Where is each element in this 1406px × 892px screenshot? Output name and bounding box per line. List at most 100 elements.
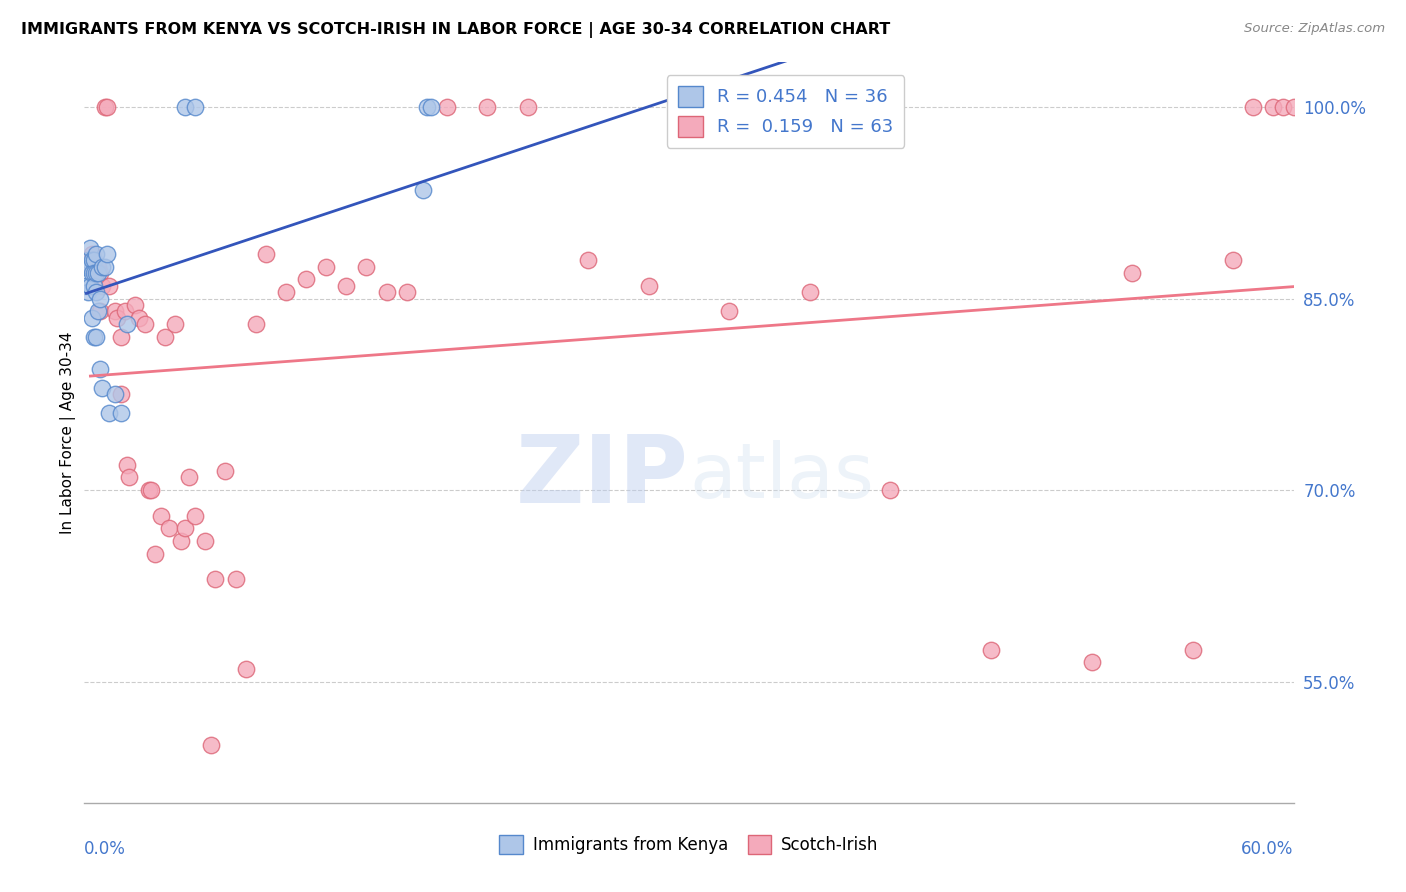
Point — [1121, 266, 1143, 280]
Point — [412, 183, 434, 197]
Point — [96, 247, 118, 261]
Point — [254, 247, 277, 261]
Point — [436, 100, 458, 114]
Point — [75, 278, 97, 293]
Point — [86, 330, 108, 344]
Point — [879, 483, 901, 497]
Point — [395, 285, 418, 300]
Text: ZIP: ZIP — [516, 431, 689, 523]
Point — [83, 278, 105, 293]
Point — [416, 100, 439, 114]
Point — [516, 100, 538, 114]
Point — [77, 285, 100, 300]
Point — [82, 253, 104, 268]
Point — [79, 260, 101, 274]
Point — [1222, 253, 1244, 268]
Point — [83, 253, 105, 268]
Point — [115, 317, 138, 331]
Point — [179, 470, 201, 484]
Point — [356, 260, 378, 274]
Point — [1282, 100, 1305, 114]
Point — [91, 260, 114, 274]
Point — [295, 272, 318, 286]
Point — [89, 361, 111, 376]
Point — [153, 330, 176, 344]
Point — [86, 266, 108, 280]
Point — [79, 278, 101, 293]
Point — [79, 240, 101, 254]
Point — [315, 260, 337, 274]
Point — [86, 285, 108, 300]
Point — [77, 253, 100, 268]
Text: 60.0%: 60.0% — [1241, 840, 1294, 858]
Point — [97, 278, 120, 293]
Point — [104, 304, 127, 318]
Point — [75, 260, 97, 274]
Point — [174, 100, 197, 114]
Point — [97, 407, 120, 421]
Point — [1263, 100, 1285, 114]
Point — [139, 483, 162, 497]
Point — [86, 247, 108, 261]
Point — [170, 534, 193, 549]
Point — [82, 310, 104, 325]
Point — [104, 387, 127, 401]
Point — [200, 739, 222, 753]
Point — [799, 285, 821, 300]
Point — [128, 310, 150, 325]
Point — [980, 642, 1002, 657]
Point — [165, 317, 187, 331]
Point — [89, 304, 111, 318]
Point — [96, 100, 118, 114]
Point — [79, 260, 101, 274]
Point — [105, 310, 128, 325]
Point — [87, 260, 110, 274]
Point — [143, 547, 166, 561]
Point — [83, 330, 105, 344]
Point — [420, 100, 443, 114]
Point — [91, 381, 114, 395]
Point — [89, 292, 111, 306]
Point — [134, 317, 156, 331]
Point — [124, 298, 146, 312]
Text: Source: ZipAtlas.com: Source: ZipAtlas.com — [1244, 22, 1385, 36]
Point — [245, 317, 267, 331]
Text: 0.0%: 0.0% — [84, 840, 127, 858]
Text: atlas: atlas — [689, 440, 873, 514]
Point — [184, 508, 207, 523]
Point — [83, 260, 105, 274]
Point — [718, 304, 741, 318]
Point — [1272, 100, 1295, 114]
Point — [93, 100, 115, 114]
Point — [194, 534, 217, 549]
Point — [225, 573, 247, 587]
Point — [477, 100, 499, 114]
Point — [157, 521, 180, 535]
Point — [138, 483, 160, 497]
Point — [637, 278, 659, 293]
Point — [110, 407, 132, 421]
Point — [115, 458, 138, 472]
Y-axis label: In Labor Force | Age 30-34: In Labor Force | Age 30-34 — [60, 331, 76, 534]
Point — [1241, 100, 1264, 114]
Point — [110, 330, 132, 344]
Point — [204, 573, 226, 587]
Point — [1181, 642, 1204, 657]
Point — [1081, 656, 1104, 670]
Point — [375, 285, 398, 300]
Point — [87, 304, 110, 318]
Point — [118, 470, 141, 484]
Point — [184, 100, 207, 114]
Point — [89, 266, 111, 280]
Point — [214, 464, 236, 478]
Legend: Immigrants from Kenya, Scotch-Irish: Immigrants from Kenya, Scotch-Irish — [492, 829, 886, 861]
Point — [82, 247, 104, 261]
Point — [174, 521, 197, 535]
Point — [235, 662, 257, 676]
Point — [149, 508, 172, 523]
Point — [335, 278, 357, 293]
Point — [576, 253, 599, 268]
Text: IMMIGRANTS FROM KENYA VS SCOTCH-IRISH IN LABOR FORCE | AGE 30-34 CORRELATION CHA: IMMIGRANTS FROM KENYA VS SCOTCH-IRISH IN… — [21, 22, 890, 38]
Point — [91, 278, 114, 293]
Point — [114, 304, 136, 318]
